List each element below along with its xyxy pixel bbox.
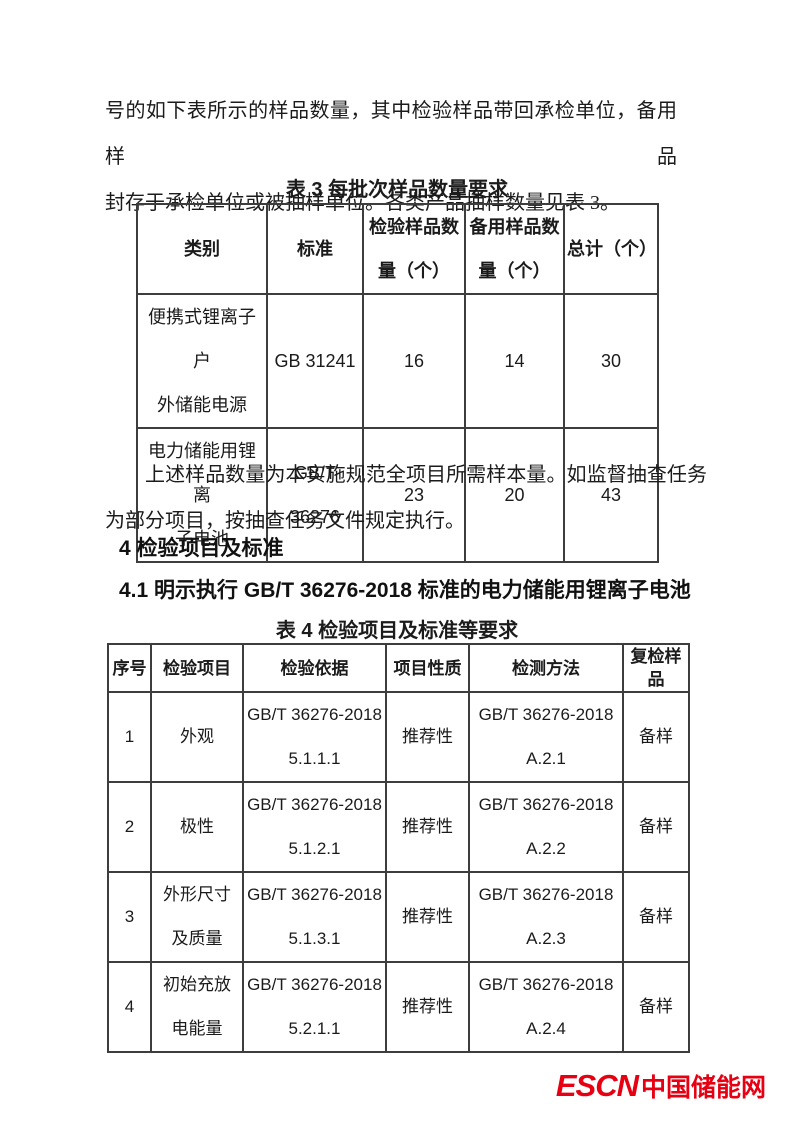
- table-cell: 3: [107, 871, 152, 963]
- section-4-heading: 4 检验项目及标准: [119, 537, 284, 560]
- table3-sample-quantity: 类别 标准 检验样品数 量（个） 备用样品数 量（个） 总计（个） 便携式锂离子户 外储…: [136, 203, 659, 563]
- column-header: 标准: [266, 203, 364, 295]
- table-cell: 备样: [622, 961, 690, 1053]
- table-cell: 30: [563, 293, 659, 429]
- table-cell: 极性: [150, 781, 244, 873]
- table-cell: GB 31241: [266, 293, 364, 429]
- table-row: 电力储能用锂离 子电池 GB/T 36276 23 20 43: [136, 427, 659, 563]
- escn-logo-latin-text: ESCN: [555, 1068, 639, 1103]
- table-cell: 备样: [622, 781, 690, 873]
- table-cell: GB/T 36276-2018 5.2.1.1: [242, 961, 387, 1053]
- table-cell: 4: [107, 961, 152, 1053]
- table4-caption: 表 4 检验项目及标准等要求: [275, 620, 519, 642]
- table-cell: 推荐性: [385, 781, 470, 873]
- table-cell: 便携式锂离子户 外储能电源: [136, 293, 268, 429]
- table-cell: GB/T 36276-2018 A.2.1: [468, 691, 624, 783]
- table-cell: 推荐性: [385, 961, 470, 1053]
- table-cell: 1: [107, 691, 152, 783]
- column-header: 检验样品数 量（个）: [362, 203, 466, 295]
- table-cell: 推荐性: [385, 691, 470, 783]
- table-cell: 推荐性: [385, 871, 470, 963]
- column-header: 类别: [136, 203, 268, 295]
- table-cell: GB/T 36276: [266, 427, 364, 563]
- table-cell: 外形尺寸 及质量: [150, 871, 244, 963]
- table4-inspection-items: 序号 检验项目 检验依据 项目性质 检测方法 复检样 品 1 外观 GB/T 36276-20…: [107, 643, 690, 1053]
- table-cell: GB/T 36276-2018 5.1.1.1: [242, 691, 387, 783]
- table-row: 便携式锂离子户 外储能电源 GB 31241 16 14 30: [136, 293, 659, 429]
- column-header: 总计（个）: [563, 203, 659, 295]
- escn-logo-chinese-text: 中国储能网: [640, 1074, 766, 1102]
- table-cell: 电力储能用锂离 子电池: [136, 427, 268, 563]
- column-header: 序号: [107, 643, 152, 693]
- table-cell: 16: [362, 293, 466, 429]
- table-cell: GB/T 36276-2018 A.2.4: [468, 961, 624, 1053]
- escn-logo: ESCN 中国储能网: [556, 1068, 766, 1104]
- table-cell: 20: [464, 427, 565, 563]
- table-row: 4 初始充放 电能量 GB/T 36276-2018 5.2.1.1 推荐性 GB/T …: [107, 961, 690, 1053]
- table-cell: 备样: [622, 871, 690, 963]
- table4-header-row: 序号 检验项目 检验依据 项目性质 检测方法 复检样 品: [107, 643, 690, 693]
- table-cell: 23: [362, 427, 466, 563]
- table-cell: GB/T 36276-2018 5.1.3.1: [242, 871, 387, 963]
- column-header: 检验依据: [242, 643, 387, 693]
- table-row: 2 极性 GB/T 36276-2018 5.1.2.1 推荐性 GB/T 36276-…: [107, 781, 690, 873]
- table-row: 1 外观 GB/T 36276-2018 5.1.1.1 推荐性 GB/T 36276-…: [107, 691, 690, 783]
- column-header: 检验项目: [150, 643, 244, 693]
- table-cell: GB/T 36276-2018 5.1.2.1: [242, 781, 387, 873]
- table-cell: 2: [107, 781, 152, 873]
- table3-header-row: 类别 标准 检验样品数 量（个） 备用样品数 量（个） 总计（个）: [136, 203, 659, 295]
- note-paragraph: 上述样品数量为本实施规范全项目所需样本量。如监督抽查任务为部分项目，按抽查任务文…: [105, 464, 707, 532]
- table-cell: 14: [464, 293, 565, 429]
- table3-caption: 表 3 每批次样品数量要求: [285, 179, 509, 201]
- column-header: 复检样 品: [622, 643, 690, 693]
- section-4-1-heading: 4.1 明示执行 GB/T 36276-2018 标准的电力储能用锂离子电池: [119, 579, 691, 602]
- table-cell: 备样: [622, 691, 690, 783]
- intro-line-1: 号的如下表所示的样品数量，其中检验样品带回承检单位，备用样品: [105, 100, 677, 168]
- table-cell: 初始充放 电能量: [150, 961, 244, 1053]
- table-row: 3 外形尺寸 及质量 GB/T 36276-2018 5.1.3.1 推荐性 GB/T …: [107, 871, 690, 963]
- column-header: 项目性质: [385, 643, 470, 693]
- column-header: 检测方法: [468, 643, 624, 693]
- table-cell: 外观: [150, 691, 244, 783]
- table-cell: GB/T 36276-2018 A.2.2: [468, 781, 624, 873]
- table-cell: 43: [563, 427, 659, 563]
- column-header: 备用样品数 量（个）: [464, 203, 565, 295]
- table-cell: GB/T 36276-2018 A.2.3: [468, 871, 624, 963]
